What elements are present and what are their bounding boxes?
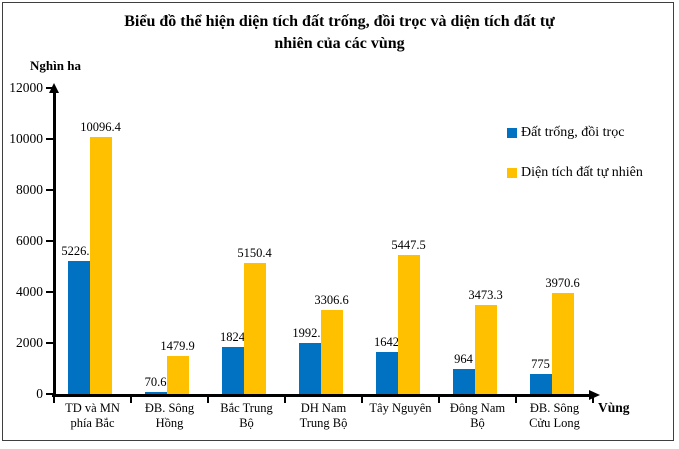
x-axis-tick <box>592 394 594 403</box>
category-label: DH Nam Trung Bộ <box>299 401 348 431</box>
bar-yellow <box>320 309 343 394</box>
y-axis-tick <box>46 240 55 242</box>
bar-yellow <box>243 262 266 394</box>
bar-yellow <box>397 255 420 394</box>
bar-blue <box>221 347 244 394</box>
x-axis-tick <box>438 394 440 403</box>
y-axis-tick <box>46 291 55 293</box>
x-axis-tick <box>361 394 363 403</box>
bar-value-label: 10096.4 <box>80 119 121 134</box>
x-axis-tick <box>130 394 132 403</box>
bar-value-label: 5226.5 <box>61 243 96 258</box>
x-axis-tick <box>515 394 517 403</box>
legend-label: Đất trống, đồi trọc <box>521 125 625 140</box>
legend-label: Diện tích đất tự nhiên <box>521 165 643 180</box>
bar-value-label: 775 <box>531 357 550 372</box>
y-tick-label: 8000 <box>16 182 43 197</box>
x-axis-arrow-icon <box>589 390 600 400</box>
x-axis-line <box>52 394 591 397</box>
y-axis-tick <box>46 393 55 395</box>
bar-value-label: 1642 <box>374 335 399 350</box>
bar-value-label: 3473.3 <box>468 288 503 303</box>
y-axis-tick <box>46 138 55 140</box>
bar-blue <box>298 343 321 394</box>
x-axis-tick <box>284 394 286 403</box>
x-axis-tick <box>207 394 209 403</box>
y-axis-tick <box>46 189 55 191</box>
legend-item: Diện tích đất tự nhiên <box>507 165 643 181</box>
category-label: Tây Nguyên <box>369 401 432 415</box>
y-tick-label: 4000 <box>16 284 43 299</box>
bar-yellow <box>551 292 574 394</box>
bar-value-label: 1479.9 <box>160 339 195 354</box>
bar-value-label: 964 <box>454 352 473 367</box>
bar-yellow <box>166 356 189 394</box>
chart-title: Biểu đồ thể hiện diện tích đất trống, đồ… <box>124 13 555 53</box>
bar-value-label: 5447.5 <box>391 238 426 253</box>
bar-yellow <box>474 305 497 394</box>
bar-blue <box>529 374 552 394</box>
bar-value-label: 3970.6 <box>545 275 580 290</box>
legend-swatch-icon <box>507 168 517 178</box>
bar-value-label: 1824 <box>220 330 245 345</box>
y-tick-label: 6000 <box>16 233 43 248</box>
bar-blue <box>67 260 90 394</box>
y-axis-tick <box>46 342 55 344</box>
bar-value-label: 5150.4 <box>237 245 272 260</box>
x-axis-tick <box>53 394 55 403</box>
y-tick-label: 10000 <box>9 131 43 146</box>
x-axis-title: Vùng <box>598 400 630 415</box>
bar-value-label: 1992.7 <box>292 326 327 341</box>
legend-item: Đất trống, đồi trọc <box>507 125 624 141</box>
category-label: ĐB. Sông Cửu Long <box>529 401 580 431</box>
category-label: Bắc Trung Bộ <box>220 401 273 431</box>
legend-swatch-icon <box>507 128 517 138</box>
bar-blue <box>144 392 167 394</box>
bar-blue <box>375 352 398 394</box>
category-label: ĐB. Sông Hồng <box>144 401 195 431</box>
y-axis-tick <box>46 87 55 89</box>
bar-value-label: 70.6 <box>144 375 167 390</box>
category-label: Đông Nam Bộ <box>449 401 506 431</box>
y-axis-title: Nghìn ha <box>30 58 81 73</box>
y-axis-line <box>53 90 56 395</box>
bar-yellow <box>89 136 112 394</box>
bar-value-label: 3306.6 <box>314 292 349 307</box>
bar-blue <box>452 369 475 394</box>
y-tick-label: 0 <box>36 386 43 401</box>
y-tick-label: 12000 <box>9 80 43 95</box>
category-label: TD và MN phía Bắc <box>65 401 120 431</box>
y-tick-label: 2000 <box>16 335 43 350</box>
